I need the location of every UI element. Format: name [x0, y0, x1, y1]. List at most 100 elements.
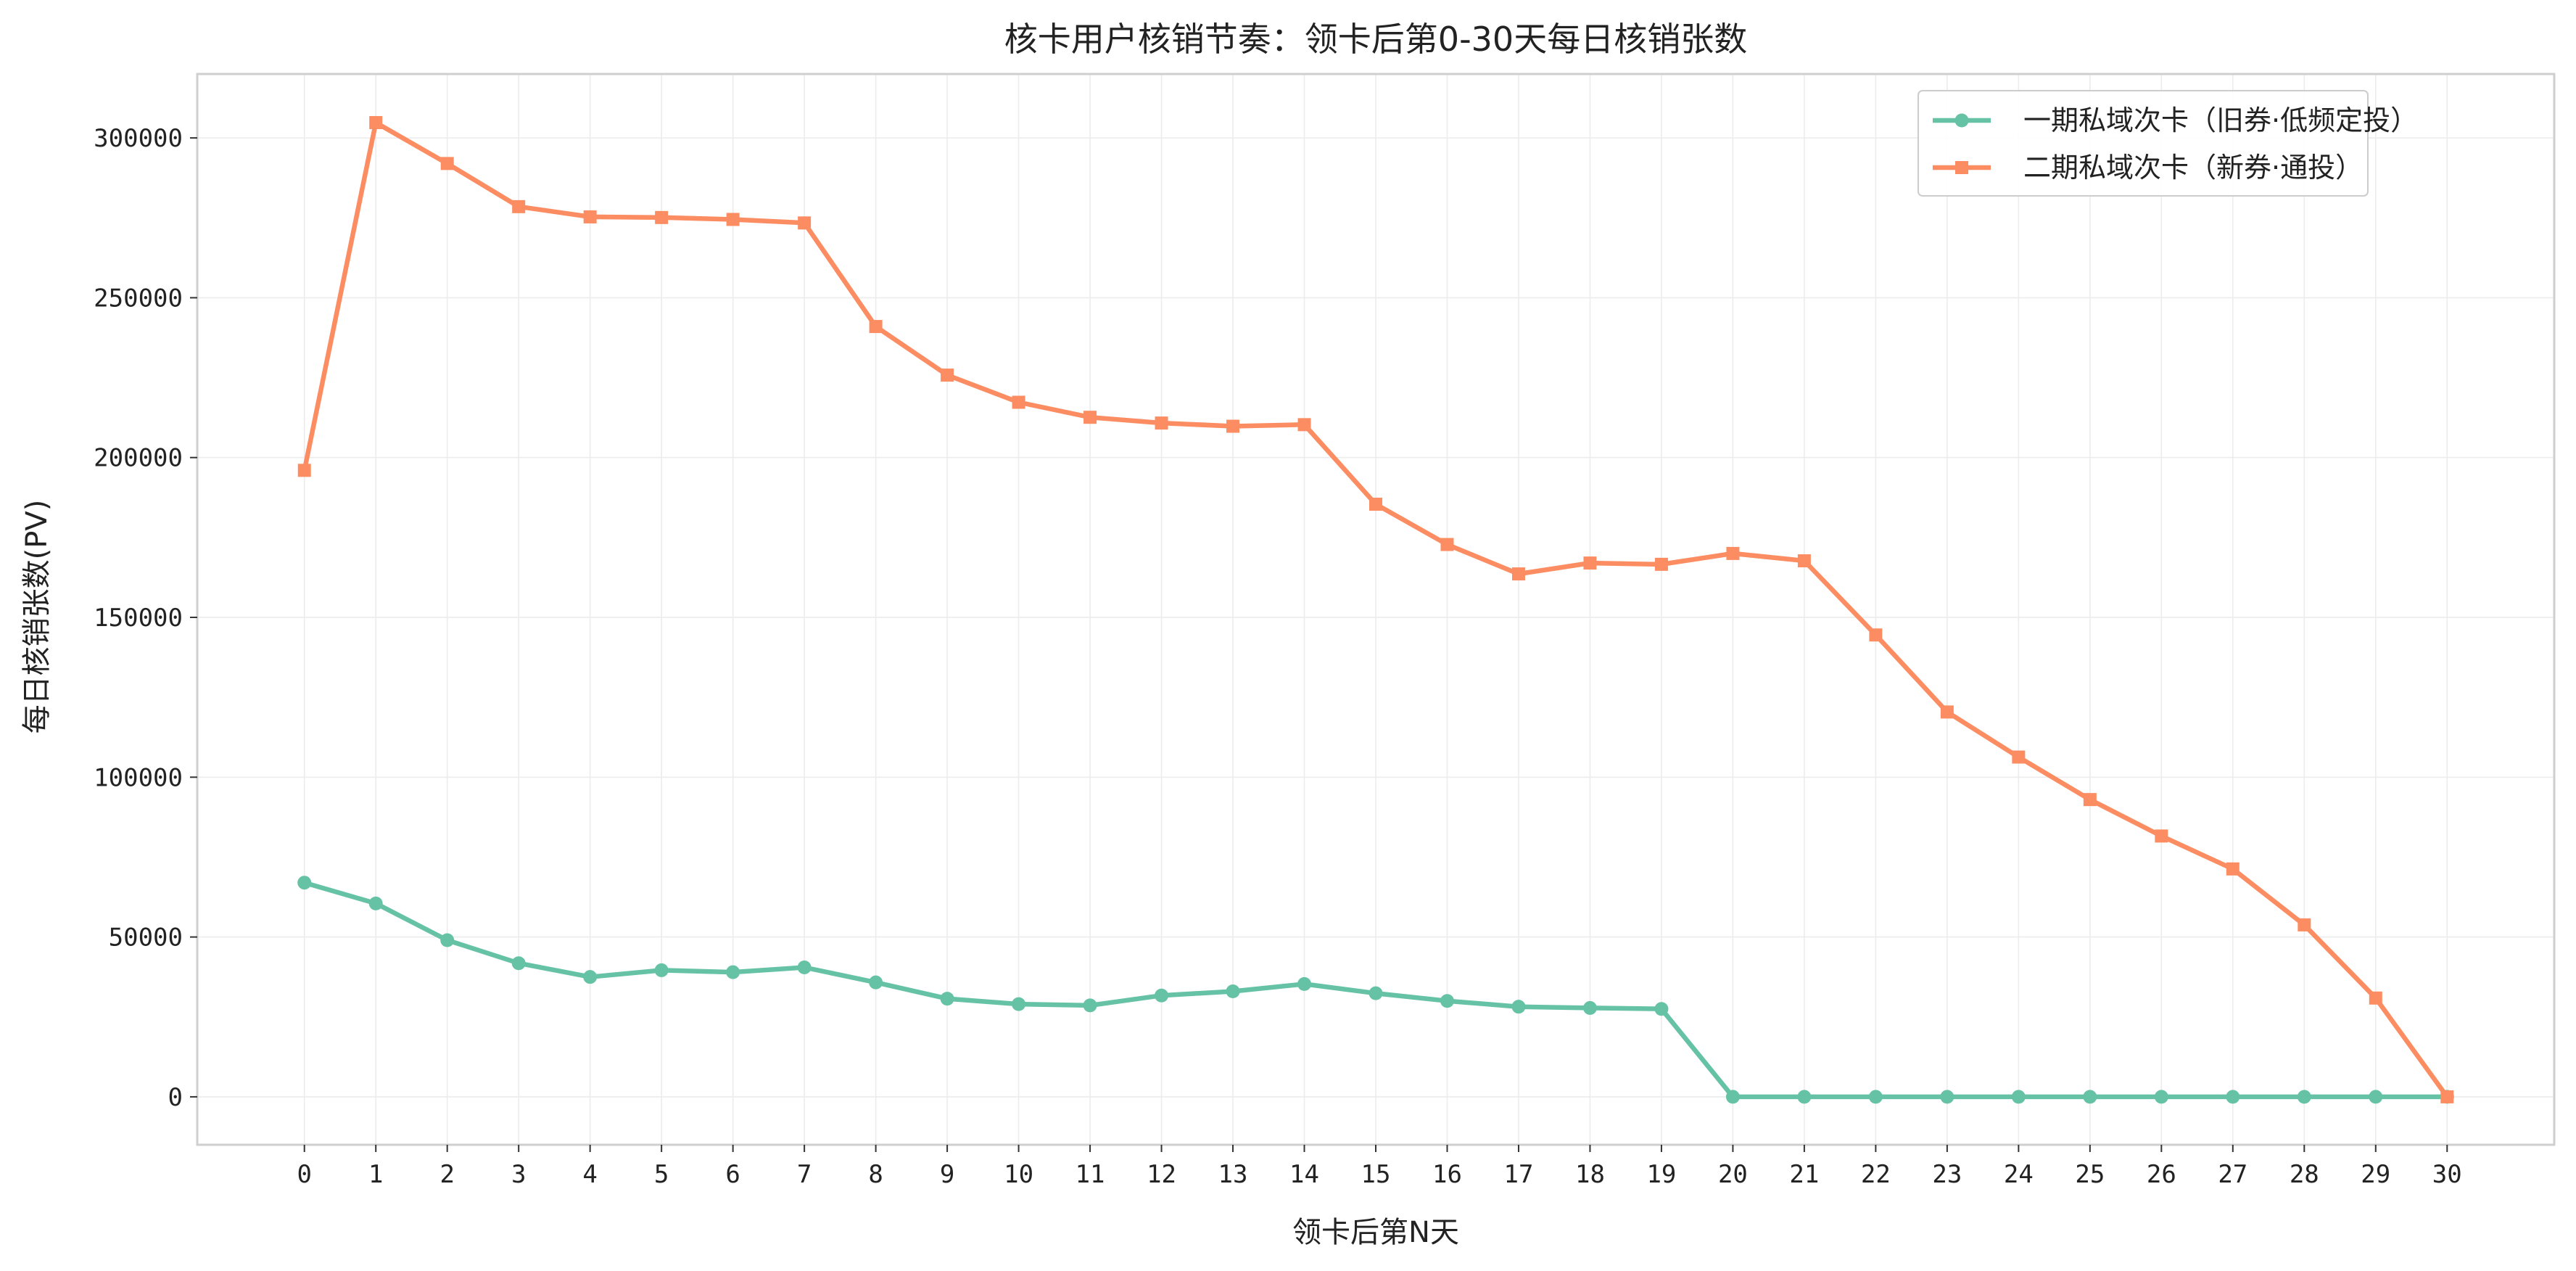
- data-point: [1083, 411, 1097, 424]
- data-point: [1297, 418, 1311, 432]
- data-point: [2154, 1090, 2168, 1104]
- data-point: [1940, 705, 1954, 719]
- x-tick-label: 4: [582, 1160, 597, 1189]
- data-point: [1511, 1000, 1526, 1014]
- legend-marker: [1955, 161, 1968, 174]
- data-point: [297, 464, 311, 477]
- legend-box: [1917, 90, 2369, 197]
- x-tick-label: 17: [1503, 1160, 1533, 1189]
- x-tick-label: 27: [2218, 1160, 2247, 1189]
- data-point: [1797, 1090, 1812, 1104]
- data-point: [2298, 918, 2311, 931]
- data-point: [1868, 1090, 1883, 1104]
- x-tick-label: 9: [940, 1160, 954, 1189]
- data-point: [1726, 546, 1740, 560]
- data-point: [2440, 1090, 2454, 1103]
- y-tick-label: 100000: [94, 763, 183, 792]
- data-point: [583, 970, 598, 984]
- x-tick-label: 21: [1789, 1160, 1819, 1189]
- data-point: [583, 210, 597, 223]
- x-tick-label: 30: [2432, 1160, 2462, 1189]
- chart-title: 核卡用户核销节奏：领卡后第0-30天每日核销张数: [1004, 20, 1747, 59]
- data-point: [655, 210, 669, 224]
- y-tick-label: 250000: [94, 284, 183, 313]
- data-point: [1725, 1090, 1740, 1104]
- data-point: [797, 960, 812, 974]
- data-point: [726, 213, 740, 226]
- data-point: [2297, 1090, 2311, 1104]
- data-point: [1297, 976, 1312, 991]
- data-point: [1940, 1090, 1954, 1104]
- data-point: [1226, 984, 1240, 999]
- y-axis-ticks: 0 50000 100000 150000 200000 250000 300000: [94, 124, 197, 1112]
- data-point: [2155, 829, 2168, 843]
- y-tick-label: 150000: [94, 604, 183, 633]
- grid: [197, 74, 2554, 1145]
- x-tick-label: 15: [1361, 1160, 1391, 1189]
- data-point: [940, 992, 954, 1006]
- x-tick-label: 14: [1289, 1160, 1319, 1189]
- data-point: [1012, 997, 1026, 1011]
- series-2: [297, 115, 2454, 1103]
- data-point: [2083, 1090, 2097, 1104]
- data-point: [1582, 1000, 1597, 1015]
- data-point: [1226, 419, 1240, 433]
- x-tick-label: 16: [1432, 1160, 1462, 1189]
- legend-item: 二期私域次卡（新券·通投）: [1933, 152, 2363, 184]
- x-tick-label: 29: [2361, 1160, 2390, 1189]
- data-point: [726, 965, 740, 979]
- x-tick-label: 3: [511, 1160, 526, 1189]
- x-tick-label: 25: [2075, 1160, 2105, 1189]
- data-point: [368, 896, 383, 910]
- data-point: [654, 963, 669, 977]
- data-point: [1440, 994, 1454, 1008]
- data-point: [511, 956, 526, 971]
- data-point: [1654, 557, 1668, 571]
- data-point: [2369, 1090, 2383, 1104]
- x-tick-label: 2: [439, 1160, 454, 1189]
- x-tick-label: 28: [2290, 1160, 2319, 1189]
- data-point: [1155, 416, 1168, 430]
- data-point: [1654, 1002, 1669, 1016]
- legend-marker: [1954, 113, 1969, 128]
- data-point: [1797, 554, 1811, 568]
- x-tick-label: 20: [1718, 1160, 1748, 1189]
- x-tick-label: 8: [868, 1160, 883, 1189]
- x-tick-label: 7: [797, 1160, 812, 1189]
- x-tick-label: 11: [1076, 1160, 1105, 1189]
- data-point: [297, 876, 312, 890]
- data-point: [1511, 567, 1525, 581]
- legend: 一期私域次卡（旧券·低频定投） 二期私域次卡（新券·通投）: [1917, 90, 2418, 197]
- data-point: [440, 933, 455, 947]
- x-tick-label: 23: [1932, 1160, 1962, 1189]
- data-point: [1583, 556, 1597, 570]
- data-point: [869, 320, 883, 334]
- legend-item: 一期私域次卡（旧券·低频定投）: [1933, 104, 2418, 136]
- y-tick-label: 0: [168, 1083, 183, 1112]
- data-point: [2012, 750, 2026, 764]
- data-point: [2369, 991, 2382, 1005]
- legend-label: 二期私域次卡（新券·通投）: [2023, 152, 2363, 184]
- x-tick-label: 22: [1861, 1160, 1891, 1189]
- x-tick-label: 24: [2004, 1160, 2034, 1189]
- data-point: [2083, 793, 2097, 807]
- legend-label: 一期私域次卡（旧券·低频定投）: [2023, 104, 2418, 136]
- data-point: [1869, 628, 1883, 642]
- x-tick-label: 19: [1646, 1160, 1676, 1189]
- series-1: [297, 876, 2454, 1104]
- x-tick-label: 26: [2147, 1160, 2176, 1189]
- data-point: [941, 369, 954, 382]
- y-tick-label: 50000: [109, 924, 183, 953]
- data-point: [1012, 395, 1025, 409]
- y-tick-label: 200000: [94, 444, 183, 473]
- x-tick-label: 1: [368, 1160, 383, 1189]
- data-point: [2011, 1090, 2026, 1104]
- data-point: [440, 157, 454, 170]
- data-point: [1155, 988, 1169, 1003]
- data-point: [1369, 498, 1382, 511]
- x-axis-label: 领卡后第N天: [1292, 1216, 1459, 1249]
- x-tick-label: 12: [1147, 1160, 1176, 1189]
- x-tick-label: 5: [654, 1160, 669, 1189]
- x-tick-label: 6: [725, 1160, 740, 1189]
